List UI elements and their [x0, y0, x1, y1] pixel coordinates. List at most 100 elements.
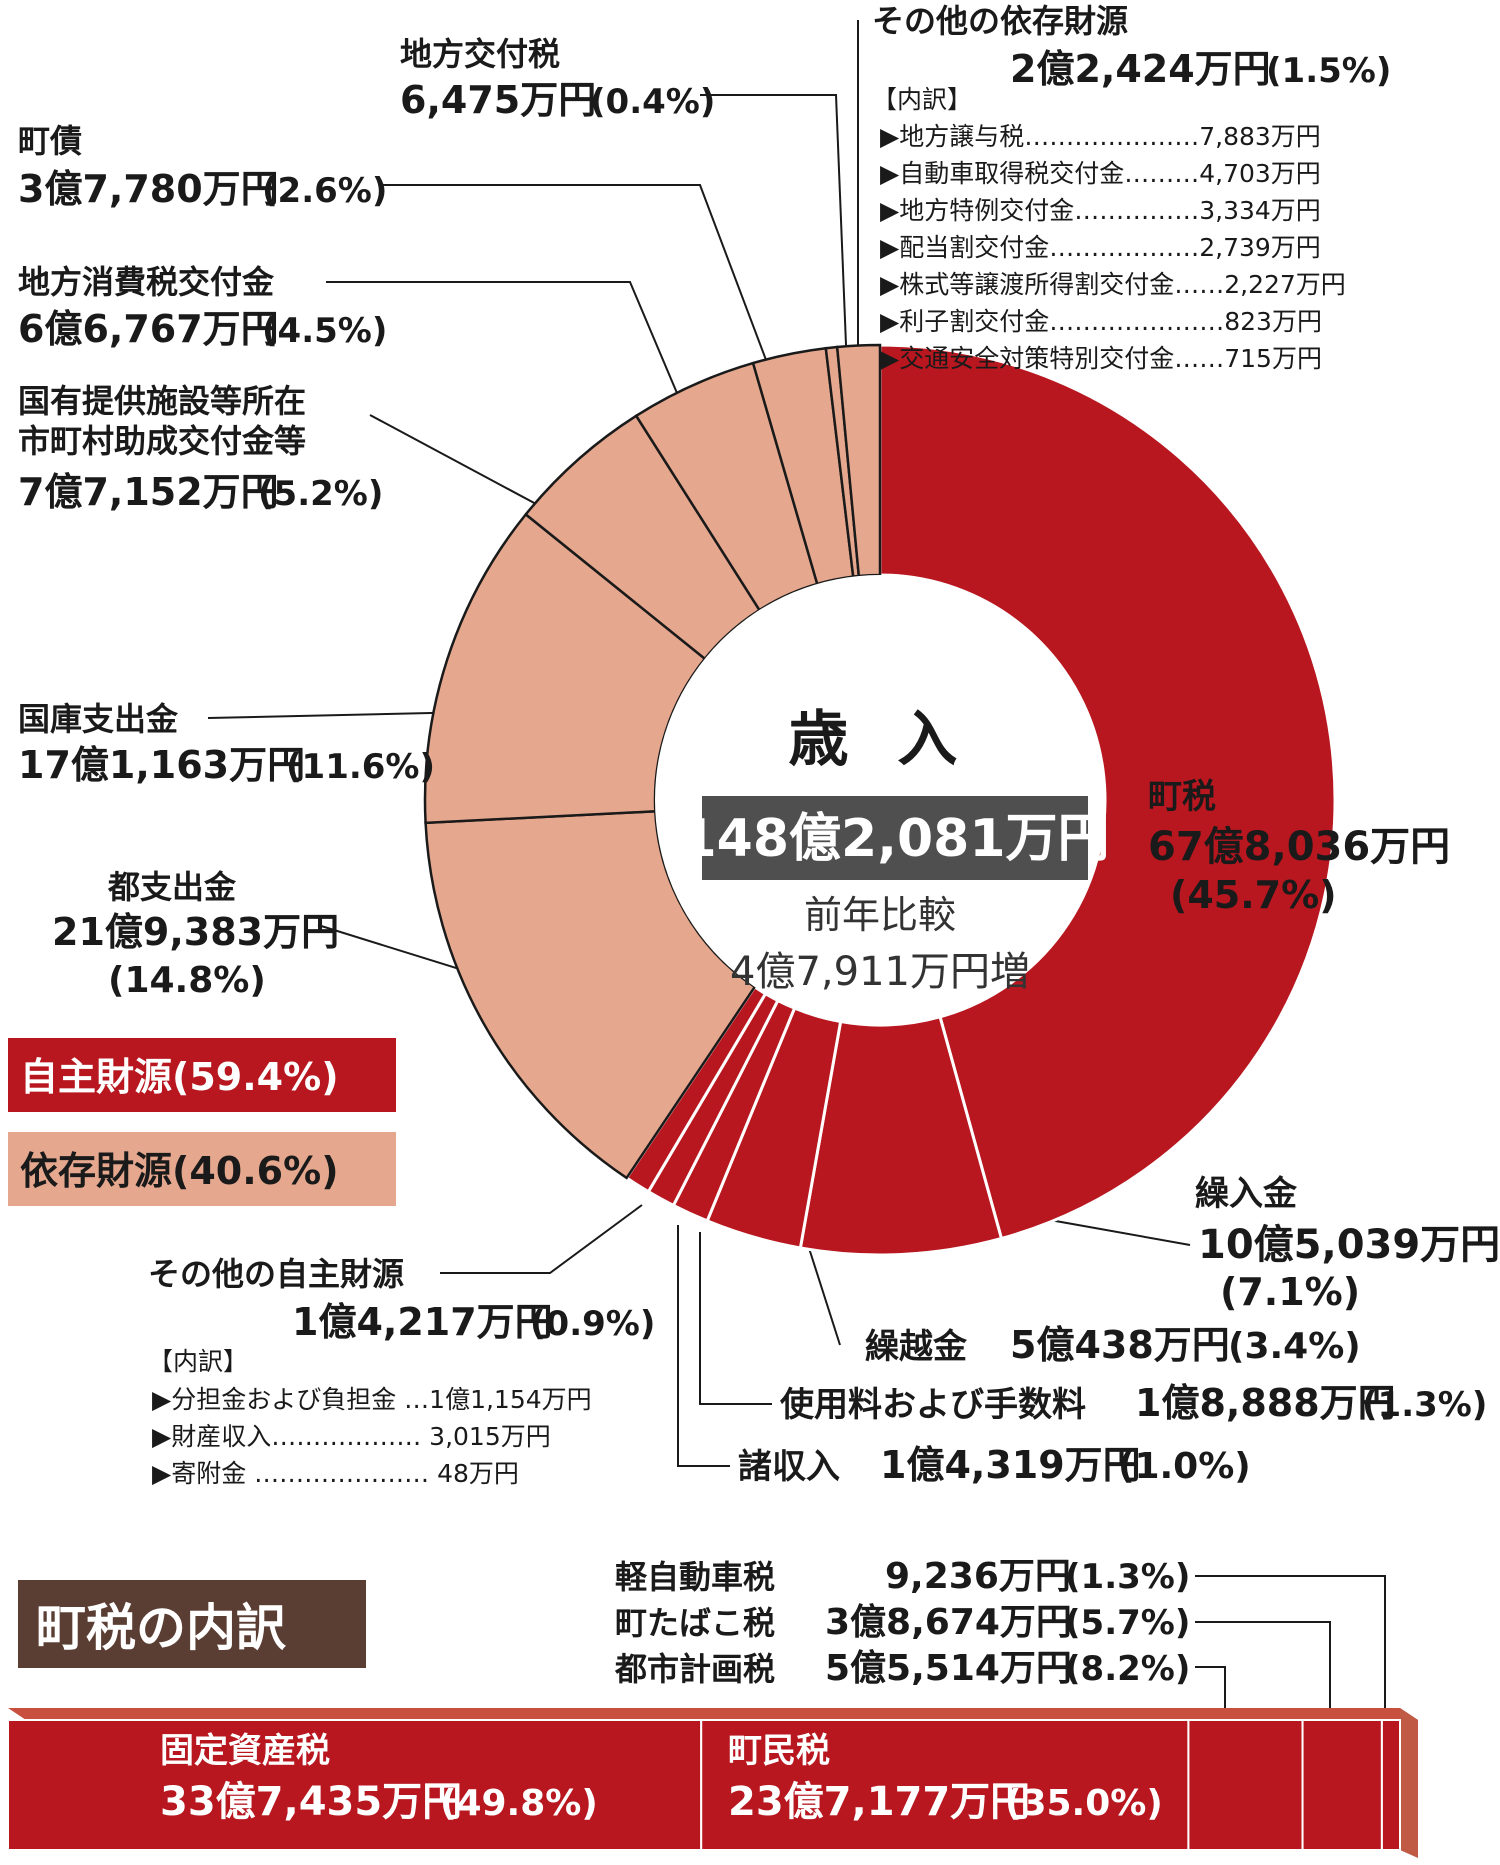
label-pct: (3.4%) [1228, 1326, 1361, 1367]
leader-tobacco [1195, 1621, 1331, 1735]
label-town-tax: 町税 67億8,036万円 (45.7%) [1148, 777, 1450, 917]
legend-dep-swatch [8, 1132, 396, 1206]
breakdown-item: ▶寄附金 ………………… 48万円 [152, 1459, 519, 1488]
label-name: その他の自主財源 [148, 1255, 404, 1293]
label-name: 繰入金 [1195, 1174, 1298, 1214]
label-tokyo-subsidy: 都支出金 21億9,383万円 (14.8%) [52, 868, 339, 1001]
label-pct: (1.0%) [1118, 1446, 1251, 1487]
label-amount: 6,475万円 [400, 78, 596, 122]
label-amount: 3億7,780万円 [18, 167, 279, 211]
bar-segment-4 [1380, 1719, 1402, 1851]
legend-own-swatch [8, 1038, 396, 1112]
label-pct: (1.3%) [1362, 1385, 1487, 1425]
label-carryover: 繰越金 5億438万円 (3.4%) [865, 1323, 1361, 1367]
leader-other-own [440, 1204, 643, 1274]
center-compare-value: 4億7,911万円増 [730, 949, 1030, 995]
label-other-own: その他の自主財源 1億4,217万円 (0.9%) [148, 1255, 655, 1344]
label-consumption-tax: 地方消費税交付金 6億6,767万円 (4.5%) [18, 263, 387, 351]
label-pct: (11.6%) [286, 747, 435, 787]
bar-pct-resident: (35.0%) [1005, 1783, 1163, 1824]
label-fees: 使用料および手数料 1億8,888万円 (1.3%) [779, 1381, 1487, 1425]
tax-label-tobacco: 町たばこ税 [615, 1604, 775, 1642]
label-amount: 2億2,424万円 [1010, 47, 1271, 91]
breakdown-item: ▶配当割交付金………………2,739万円 [880, 233, 1321, 262]
label-amount: 67億8,036万円 [1148, 824, 1450, 870]
label-pct: (5.2%) [258, 474, 383, 514]
label-name: 町税 [1148, 777, 1216, 817]
breakdown-item: ▶株式等譲渡所得割交付金……2,227万円 [880, 270, 1346, 299]
tax-pct-city-planning: (8.2%) [1065, 1649, 1190, 1689]
bar-segment-2 [1187, 1719, 1304, 1851]
tax-labels: 軽自動車税 9,236万円 (1.3%) 町たばこ税 3億8,674万円 (5.… [614, 1556, 1190, 1689]
bar-pct-fixed-asset: (49.8%) [440, 1783, 598, 1824]
bar-label-resident: 町民税 [728, 1731, 830, 1771]
label-name: その他の依存財源 [872, 2, 1128, 40]
breakdown-item: ▶財産収入……………… 3,015万円 [152, 1422, 551, 1451]
breakdown-title-box [18, 1580, 366, 1668]
breakdown-own: 【内訳】 ▶分担金および負担金 …1億1,154万円 ▶財産収入……………… 3… [148, 1347, 592, 1488]
bar-inner-labels: 固定資産税 33億7,435万円 (49.8%) 町民税 23億7,177万円 … [160, 1731, 1163, 1825]
leader-fees [699, 1232, 772, 1405]
tax-amount-city-planning: 5億5,514万円 [825, 1648, 1072, 1689]
label-amount: 7億7,152万円 [18, 470, 279, 514]
label-town-bond: 町債 3億7,780万円 (2.6%) [18, 122, 387, 211]
label-amount: 10億5,039万円 [1198, 1222, 1500, 1268]
breakdown-item: ▶地方譲与税…………………7,883万円 [880, 122, 1321, 151]
label-national-subsidy: 国庫支出金 17億1,163万円 (11.6%) [18, 700, 435, 787]
breakdown-item: ▶分担金および負担金 …1億1,154万円 [152, 1385, 592, 1414]
label-amount: 1億4,217万円 [292, 1300, 553, 1344]
leader-misc-income [677, 1225, 730, 1467]
label-pct: (4.5%) [262, 311, 387, 351]
label-pct: (0.4%) [590, 82, 715, 122]
leader-local-allocation-tax [700, 94, 849, 396]
pie-slice-0 [878, 343, 1337, 1241]
leader-lines [207, 20, 1386, 1745]
label-name-line1: 国有提供施設等所在 [18, 382, 306, 420]
center-title: 歳 入 [789, 705, 972, 775]
tax-amount-light-vehicle: 9,236万円 [885, 1556, 1071, 1597]
bar-side-face [1400, 1708, 1418, 1858]
label-misc-income: 諸収入 1億4,319万円 (1.0%) [738, 1443, 1251, 1487]
label-pct: (7.1%) [1220, 1270, 1360, 1314]
legend-dep-label: 依存財源(40.6%) [20, 1149, 339, 1193]
bar-segments [7, 1719, 1402, 1851]
label-name: 国庫支出金 [18, 700, 179, 738]
legend-own-label: 自主財源(59.4%) [20, 1055, 339, 1099]
tax-label-city-planning: 都市計画税 [614, 1650, 775, 1688]
label-amount: 5億438万円 [1010, 1323, 1230, 1367]
label-transfer: 繰入金 10億5,039万円 (7.1%) [1195, 1174, 1500, 1314]
label-name: 地方消費税交付金 [18, 263, 275, 301]
label-amount: 1億4,319万円 [880, 1443, 1141, 1487]
breakdown-heading: 【内訳】 [148, 1347, 248, 1376]
tax-pct-tobacco: (5.7%) [1065, 1603, 1190, 1643]
label-pct: (2.6%) [262, 171, 387, 211]
label-amount: 6億6,767万円 [18, 307, 279, 351]
bar-amount-resident: 23億7,177万円 [728, 1779, 1030, 1825]
label-name: 地方交付税 [400, 35, 560, 73]
breakdown-title: 町税の内訳 [36, 1599, 286, 1657]
legend: 自主財源(59.4%) 依存財源(40.6%) [8, 1038, 396, 1206]
bar-top-face [8, 1708, 1418, 1720]
label-pct: (0.9%) [530, 1304, 655, 1344]
breakdown-item: ▶交通安全対策特別交付金……715万円 [880, 344, 1322, 373]
breakdown-item: ▶自動車取得税交付金………4,703万円 [880, 159, 1321, 188]
tax-amount-tobacco: 3億8,674万円 [825, 1602, 1072, 1643]
breakdown-item: ▶地方特例交付金……………3,334万円 [880, 196, 1321, 225]
bar-segment-3 [1301, 1719, 1383, 1851]
leader-light-vehicle [1195, 1575, 1386, 1745]
label-base-grant: 国有提供施設等所在 市町村助成交付金等 7億7,152万円 (5.2%) [18, 382, 383, 514]
label-amount: 17億1,163万円 [18, 743, 305, 787]
breakdown-item: ▶利子割交付金…………………823万円 [880, 307, 1322, 336]
label-pct: (1.5%) [1266, 51, 1391, 91]
label-name-line2: 市町村助成交付金等 [18, 422, 306, 460]
breakdown-heading: 【内訳】 [872, 85, 972, 114]
label-name: 使用料および手数料 [779, 1385, 1086, 1425]
bar-amount-fixed-asset: 33億7,435万円 [160, 1779, 462, 1825]
bar-label-fixed-asset: 固定資産税 [160, 1731, 330, 1771]
label-name: 町債 [18, 122, 82, 160]
label-pct: (45.7%) [1170, 873, 1337, 917]
label-name: 都支出金 [107, 868, 237, 906]
label-name: 諸収入 [738, 1447, 840, 1487]
label-other-dependent: その他の依存財源 2億2,424万円 (1.5%) [872, 2, 1391, 91]
